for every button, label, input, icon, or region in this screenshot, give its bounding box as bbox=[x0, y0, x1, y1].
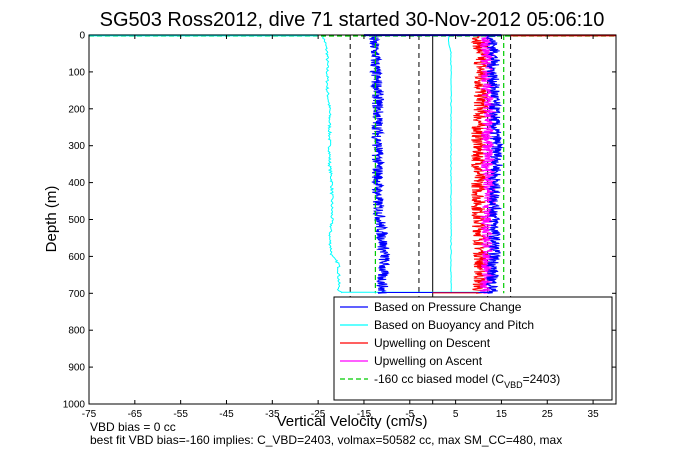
y-tick-label: 400 bbox=[68, 178, 85, 189]
y-tick-label: 1000 bbox=[63, 400, 86, 411]
y-tick-label: 100 bbox=[68, 67, 85, 78]
x-tick-label: -35 bbox=[265, 409, 280, 420]
legend-box bbox=[333, 296, 613, 401]
y-axis-label: Depth (m) bbox=[43, 186, 60, 253]
x-tick-label: -15 bbox=[357, 409, 372, 420]
pressure-descent-line bbox=[367, 34, 391, 294]
x-tick-label: -55 bbox=[173, 409, 188, 420]
x-axis-label: Vertical Velocity (cm/s) bbox=[277, 413, 428, 430]
x-tick-label: -65 bbox=[128, 409, 143, 420]
legend-label-suffix: =2403) bbox=[523, 372, 561, 386]
footer-best-fit: best fit VBD bias=-160 implies: C_VBD=24… bbox=[90, 433, 563, 447]
y-tick-label: 0 bbox=[79, 31, 85, 42]
y-tick-label: 700 bbox=[68, 289, 85, 300]
chart-title: SG503 Ross2012, dive 71 started 30-Nov-2… bbox=[100, 9, 605, 31]
x-tick-label: -5 bbox=[405, 409, 414, 420]
x-tick-label: 15 bbox=[496, 409, 508, 420]
pressure-ascent-line bbox=[485, 34, 505, 294]
buoyancy-ascent-line bbox=[448, 34, 452, 294]
legend-label-subscript: VBD bbox=[504, 380, 523, 390]
y-tick-label: 300 bbox=[68, 141, 85, 152]
legend-label: Based on Buoyancy and Pitch bbox=[374, 318, 534, 332]
y-tick-label: 500 bbox=[68, 215, 85, 226]
y-tick-label: 200 bbox=[68, 104, 85, 115]
y-tick-label: 800 bbox=[68, 326, 85, 337]
legend-label: Upwelling on Descent bbox=[374, 336, 491, 350]
upwelling-descent-line bbox=[470, 34, 490, 294]
upwelling-ascent-line bbox=[479, 34, 498, 294]
footer-vbd-bias: VBD bias = 0 cc bbox=[90, 420, 176, 434]
x-tick-label: -25 bbox=[311, 409, 326, 420]
y-axis: 0 100 200 300 400 500 600 700 800 900 1000 bbox=[63, 31, 616, 411]
x-tick-label: 35 bbox=[588, 409, 600, 420]
buoyancy-descent-line bbox=[321, 34, 343, 294]
y-tick-label: 900 bbox=[68, 363, 85, 374]
legend-label: Based on Pressure Change bbox=[374, 300, 522, 314]
x-tick-label: 25 bbox=[542, 409, 554, 420]
x-tick-label: -45 bbox=[219, 409, 234, 420]
y-tick-label: 600 bbox=[68, 252, 85, 263]
x-tick-label: 5 bbox=[453, 409, 459, 420]
x-axis: -75 -65 -55 -45 -35 -25 -15 -5 5 15 25 35 bbox=[82, 35, 599, 420]
legend: Based on Pressure Change Based on Buoyanc… bbox=[333, 296, 613, 401]
legend-label: Upwelling on Ascent bbox=[374, 354, 483, 368]
x-tick-label: -75 bbox=[82, 409, 97, 420]
